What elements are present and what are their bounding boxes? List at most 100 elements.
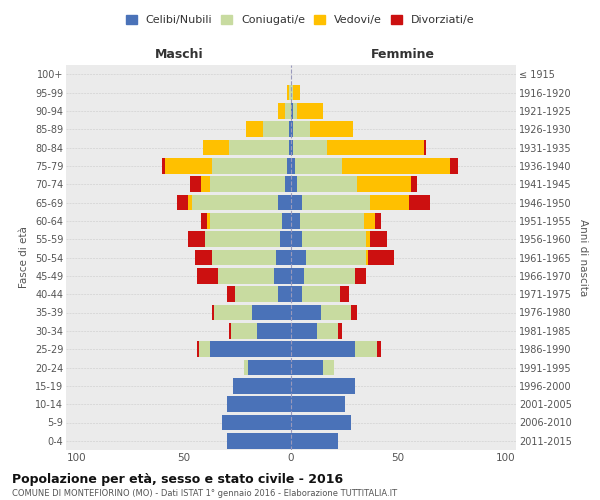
Y-axis label: Fasce di età: Fasce di età bbox=[19, 226, 29, 288]
Bar bbox=[299, 213, 364, 228]
Bar bbox=[190, 176, 201, 192]
Bar bbox=[377, 342, 381, 357]
Bar bbox=[291, 84, 293, 100]
Bar bbox=[291, 433, 338, 448]
Bar bbox=[188, 232, 205, 247]
Bar bbox=[201, 213, 208, 228]
Bar bbox=[338, 323, 343, 338]
Bar bbox=[328, 140, 424, 156]
Bar bbox=[310, 122, 353, 137]
Bar bbox=[227, 433, 291, 448]
Bar bbox=[306, 250, 366, 266]
Bar bbox=[289, 122, 291, 137]
Bar bbox=[227, 286, 235, 302]
Bar bbox=[218, 268, 274, 283]
Bar bbox=[280, 232, 291, 247]
Bar bbox=[351, 304, 358, 320]
Bar bbox=[203, 140, 229, 156]
Bar bbox=[278, 286, 291, 302]
Bar bbox=[370, 232, 388, 247]
Bar bbox=[321, 304, 351, 320]
Bar bbox=[449, 158, 458, 174]
Bar bbox=[188, 194, 193, 210]
Bar bbox=[223, 414, 291, 430]
Bar bbox=[291, 122, 293, 137]
Y-axis label: Anni di nascita: Anni di nascita bbox=[578, 219, 589, 296]
Bar bbox=[199, 342, 209, 357]
Bar bbox=[209, 342, 291, 357]
Bar bbox=[291, 378, 355, 394]
Bar bbox=[370, 194, 409, 210]
Text: Popolazione per età, sesso e stato civile - 2016: Popolazione per età, sesso e stato civil… bbox=[12, 472, 343, 486]
Bar bbox=[374, 213, 381, 228]
Bar bbox=[291, 103, 293, 118]
Bar bbox=[358, 176, 411, 192]
Text: COMUNE DI MONTEFIORINO (MO) - Dati ISTAT 1° gennaio 2016 - Elaborazione TUTTITAL: COMUNE DI MONTEFIORINO (MO) - Dati ISTAT… bbox=[12, 489, 397, 498]
Bar bbox=[229, 323, 231, 338]
Bar bbox=[287, 158, 291, 174]
Legend: Celibi/Nubili, Coniugati/e, Vedovi/e, Divorziati/e: Celibi/Nubili, Coniugati/e, Vedovi/e, Di… bbox=[121, 10, 479, 30]
Bar bbox=[205, 232, 280, 247]
Bar bbox=[209, 176, 284, 192]
Bar bbox=[231, 323, 257, 338]
Bar bbox=[291, 342, 355, 357]
Bar bbox=[291, 268, 304, 283]
Bar bbox=[233, 378, 291, 394]
Bar bbox=[293, 140, 328, 156]
Bar bbox=[291, 176, 298, 192]
Bar bbox=[304, 268, 355, 283]
Bar bbox=[291, 360, 323, 376]
Bar bbox=[302, 286, 340, 302]
Text: Maschi: Maschi bbox=[155, 48, 204, 62]
Bar bbox=[263, 122, 289, 137]
Bar bbox=[343, 158, 449, 174]
Bar bbox=[291, 304, 321, 320]
Bar bbox=[291, 140, 293, 156]
Bar bbox=[164, 158, 212, 174]
Bar bbox=[355, 268, 366, 283]
Bar bbox=[235, 286, 278, 302]
Bar bbox=[287, 84, 289, 100]
Bar bbox=[298, 176, 358, 192]
Bar bbox=[291, 158, 295, 174]
Bar bbox=[278, 103, 284, 118]
Bar bbox=[208, 213, 209, 228]
Bar bbox=[163, 158, 164, 174]
Bar bbox=[197, 342, 199, 357]
Bar bbox=[291, 286, 302, 302]
Bar bbox=[298, 103, 323, 118]
Bar bbox=[366, 232, 370, 247]
Bar bbox=[340, 286, 349, 302]
Bar bbox=[178, 194, 188, 210]
Bar bbox=[201, 176, 209, 192]
Bar bbox=[291, 396, 344, 412]
Bar bbox=[209, 213, 283, 228]
Bar bbox=[355, 342, 377, 357]
Bar bbox=[212, 158, 287, 174]
Bar bbox=[302, 232, 366, 247]
Bar bbox=[291, 250, 306, 266]
Bar bbox=[197, 268, 218, 283]
Bar bbox=[293, 103, 298, 118]
Bar bbox=[293, 84, 299, 100]
Bar bbox=[424, 140, 426, 156]
Bar bbox=[368, 250, 394, 266]
Text: Femmine: Femmine bbox=[370, 48, 434, 62]
Bar bbox=[291, 323, 317, 338]
Bar bbox=[302, 194, 370, 210]
Bar bbox=[409, 194, 430, 210]
Bar bbox=[194, 250, 212, 266]
Bar bbox=[323, 360, 334, 376]
Bar bbox=[366, 250, 368, 266]
Bar bbox=[293, 122, 310, 137]
Bar bbox=[291, 194, 302, 210]
Bar bbox=[317, 323, 338, 338]
Bar bbox=[244, 360, 248, 376]
Bar bbox=[212, 304, 214, 320]
Bar bbox=[248, 360, 291, 376]
Bar bbox=[295, 158, 343, 174]
Bar bbox=[246, 122, 263, 137]
Bar bbox=[411, 176, 418, 192]
Bar bbox=[193, 194, 278, 210]
Bar bbox=[229, 140, 289, 156]
